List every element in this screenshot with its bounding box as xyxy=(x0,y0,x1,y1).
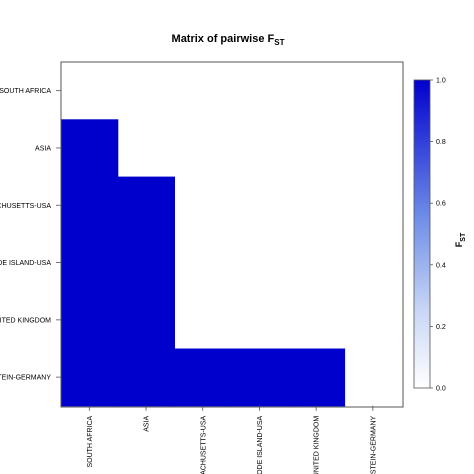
colorbar-tick-label: 0.8 xyxy=(436,139,446,146)
heatmap-cell xyxy=(117,176,175,235)
column-label: ASIA xyxy=(144,415,151,431)
heatmap-cell xyxy=(117,233,175,292)
colorbar-tick-label: 0.2 xyxy=(436,324,446,331)
heatmap-cell xyxy=(117,348,175,407)
heatmap-cells xyxy=(61,119,346,407)
colorbar-label-subscript: ST xyxy=(460,232,467,242)
colorbar-tick-label: 0.0 xyxy=(436,386,446,393)
column-label: ACHUSETTS-USA xyxy=(200,415,207,474)
colorbar-tick-label: 0.6 xyxy=(436,201,446,208)
heatmap-cell xyxy=(61,176,119,235)
column-label: SOUTH AFRICA xyxy=(87,415,94,467)
column-axis: SOUTH AFRICA ASIA ACHUSETTS-USA ODE ISLAND-… xyxy=(87,405,377,474)
heatmap-cell xyxy=(117,291,175,350)
row-axis: SOUTH AFRICA ASIA ACHUSETTS-USA ODE ISLAND-… xyxy=(0,88,61,382)
column-label: UNITED KINGDOM xyxy=(314,416,321,474)
heatmap-cell xyxy=(231,348,289,407)
column-label: ODE ISLAND-USA xyxy=(257,415,264,474)
heatmap-cell xyxy=(61,291,119,350)
chart-title-main: Matrix of pairwise F xyxy=(172,33,275,45)
heatmap-cell xyxy=(61,348,119,407)
colorbar-label: FST xyxy=(454,232,467,247)
colorbar-tick-label: 1.0 xyxy=(436,78,446,85)
row-label: ASIA xyxy=(35,145,51,152)
heatmap-cell xyxy=(61,233,119,292)
chart-title-subscript: ST xyxy=(274,38,284,47)
colorbar-ticks: 0.0 0.2 0.4 0.6 0.8 1.0 xyxy=(430,78,446,393)
plot-frame xyxy=(60,61,404,408)
chart-title: Matrix of pairwise FST xyxy=(172,33,285,47)
row-label: ACHUSETTS-USA xyxy=(0,203,51,210)
heatmap-cell xyxy=(174,348,232,407)
colorbar-gradient xyxy=(413,79,431,389)
row-label: NITED KINGDOM xyxy=(0,317,51,324)
heatmap-cell xyxy=(287,348,346,407)
colorbar: 0.0 0.2 0.4 0.6 0.8 1.0 FST xyxy=(413,78,467,393)
column-label: STEIN-GERMANY xyxy=(370,415,377,474)
row-label: SOUTH AFRICA xyxy=(0,88,51,95)
colorbar-label-main: F xyxy=(454,241,464,247)
row-label: STEIN-GERMANY xyxy=(0,375,51,382)
heatmap-cell xyxy=(61,119,119,178)
colorbar-tick-label: 0.4 xyxy=(436,262,446,269)
row-label: ODE ISLAND-USA xyxy=(0,260,51,267)
